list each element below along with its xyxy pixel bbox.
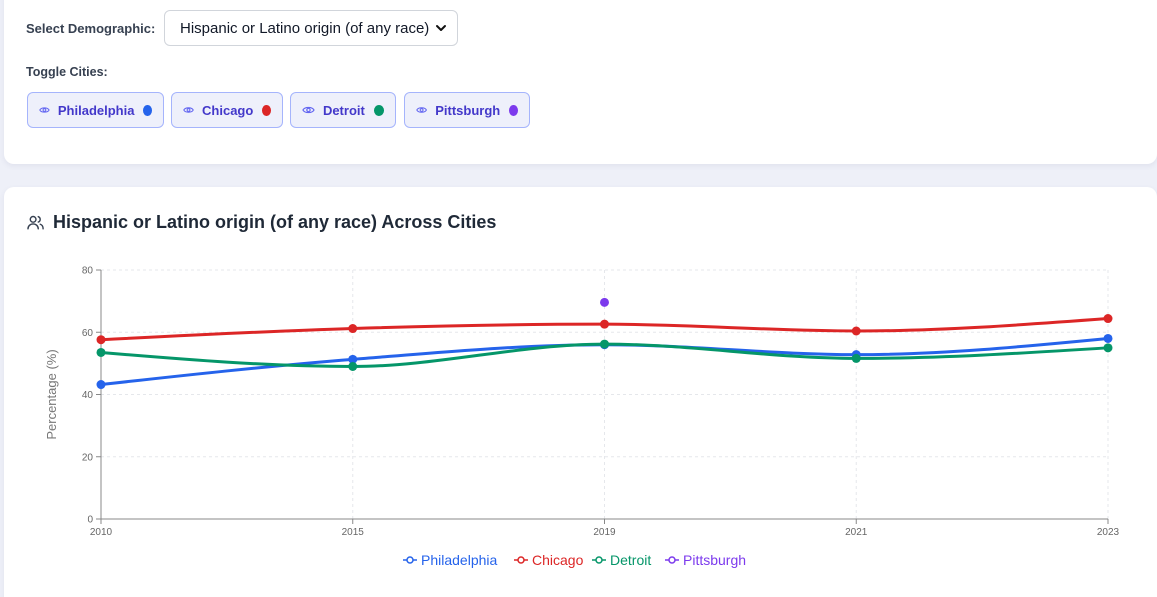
line-chart: 0 20 40 60 80 2010 2015 2019 2021 2023 Percentage … (44, 266, 1120, 569)
data-point-detroit (1103, 343, 1113, 353)
demographic-select[interactable]: Hispanic or Latino origin (of any race) (164, 10, 458, 46)
y-tick-label: 80 (82, 266, 94, 277)
legend-marker-detroit (595, 556, 603, 564)
data-point-chicago (96, 335, 106, 345)
x-tick-label: 2021 (845, 527, 868, 538)
data-point-chicago (851, 326, 861, 336)
legend-label-chicago: Chicago (532, 552, 584, 568)
city-toggle-detroit[interactable]: Detroit (290, 92, 396, 128)
data-point-pittsburgh (600, 297, 609, 307)
data-point-detroit (348, 361, 358, 371)
data-point-philadelphia (96, 380, 106, 390)
legend-label-detroit: Detroit (610, 552, 651, 568)
city-toggle-label: Pittsburgh (435, 102, 501, 118)
city-color-dot (262, 104, 271, 116)
legend-marker-pittsburgh (668, 556, 676, 564)
y-tick-label: 20 (82, 452, 94, 463)
data-point-detroit (96, 347, 106, 357)
toggle-cities-label: Toggle Cities: (26, 65, 108, 79)
city-toggle-pittsburgh[interactable]: Pittsburgh (404, 92, 530, 128)
chevron-down-icon (436, 25, 446, 31)
y-tick-label: 0 (87, 515, 93, 526)
demographic-label: Select Demographic: (26, 21, 156, 36)
controls-card: Select Demographic: Hispanic or Latino o… (4, 0, 1157, 164)
legend-label-philadelphia: Philadelphia (421, 552, 497, 568)
city-toggle-label: Detroit (322, 102, 365, 118)
data-point-detroit (600, 339, 609, 349)
x-tick-label: 2015 (342, 527, 365, 538)
city-toggle-chicago[interactable]: Chicago (171, 92, 283, 128)
chart-card: Hispanic or Latino origin (of any race) … (4, 187, 1157, 597)
y-axis-label: Percentage (%) (44, 349, 59, 439)
eye-icon (183, 107, 194, 113)
city-toggle-label: Chicago (202, 102, 254, 118)
city-toggle-label: Philadelphia (57, 102, 135, 118)
eye-icon (416, 107, 427, 113)
eye-icon (302, 106, 315, 114)
city-toggle-philadelphia[interactable]: Philadelphia (27, 92, 164, 128)
y-tick-label: 40 (82, 390, 94, 401)
data-point-detroit (851, 353, 861, 363)
demographic-select-value: Hispanic or Latino origin (of any race) (180, 19, 430, 37)
legend-marker-chicago (517, 556, 525, 564)
x-tick-label: 2019 (593, 527, 616, 538)
x-tick-label: 2010 (90, 527, 113, 538)
data-point-philadelphia (348, 354, 358, 364)
chart-title-row: Hispanic or Latino origin (of any race) … (26, 212, 496, 233)
eye-icon (39, 107, 50, 113)
city-color-dot (143, 104, 152, 116)
data-point-philadelphia (1103, 333, 1113, 343)
chart-title: Hispanic or Latino origin (of any race) … (53, 212, 497, 232)
legend-marker-philadelphia (406, 556, 414, 564)
city-color-dot (509, 104, 518, 116)
data-point-chicago (600, 319, 609, 329)
legend-label-pittsburgh: Pittsburgh (683, 552, 746, 568)
users-icon (27, 215, 44, 230)
city-color-dot (373, 104, 384, 116)
x-tick-label: 2023 (1097, 527, 1120, 538)
data-point-chicago (348, 324, 358, 334)
y-tick-label: 60 (82, 328, 94, 339)
data-point-chicago (1103, 314, 1113, 324)
